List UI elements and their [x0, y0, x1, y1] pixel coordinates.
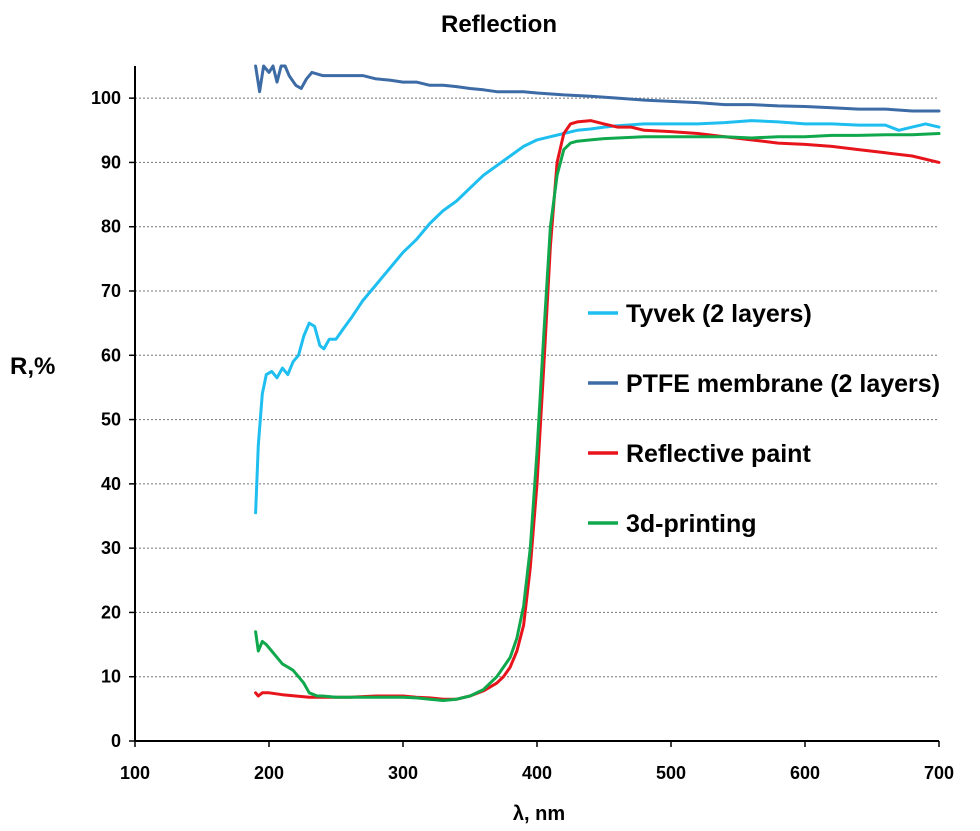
series-line-4	[254, 132, 941, 702]
gridlines	[135, 97, 939, 678]
chart-title: Reflection	[441, 11, 557, 38]
y-tick-label: 40	[101, 474, 121, 494]
x-tick-label: 600	[790, 763, 820, 783]
series-group	[254, 64, 941, 702]
series-line-1	[254, 119, 941, 515]
legend: Tyvek (2 layers) PTFE membrane (2 layers)…	[588, 300, 940, 538]
series-line-2	[254, 64, 941, 113]
y-tick-label: 80	[101, 217, 121, 237]
x-tick-label: 100	[120, 763, 150, 783]
y-tick-label: 0	[111, 731, 121, 751]
y-axis-label: R,%	[10, 353, 55, 380]
x-tick-label: 200	[254, 763, 284, 783]
legend-label-1: Tyvek (2 layers)	[626, 300, 812, 328]
y-tick-label: 70	[101, 281, 121, 301]
y-tick-label: 100	[91, 88, 121, 108]
y-tick-label: 30	[101, 538, 121, 558]
y-tick-label: 10	[101, 667, 121, 687]
x-tick-label: 700	[924, 763, 954, 783]
y-tick-label: 60	[101, 345, 121, 365]
legend-label-3: Reflective paint	[626, 440, 811, 468]
x-axis-label: λ, nm	[513, 803, 565, 825]
tick-labels: 0 10 20 30 40 50 60 70 80 90 100 100 200 300 400 500 600…	[91, 88, 954, 783]
y-tick-label: 90	[101, 152, 121, 172]
legend-label-4: 3d-printing	[626, 510, 757, 538]
y-tick-label: 20	[101, 602, 121, 622]
legend-label-2: PTFE membrane (2 layers)	[626, 370, 940, 398]
y-tick-label: 50	[101, 410, 121, 430]
x-tick-label: 400	[522, 763, 552, 783]
x-tick-label: 500	[656, 763, 686, 783]
x-tick-label: 300	[388, 763, 418, 783]
